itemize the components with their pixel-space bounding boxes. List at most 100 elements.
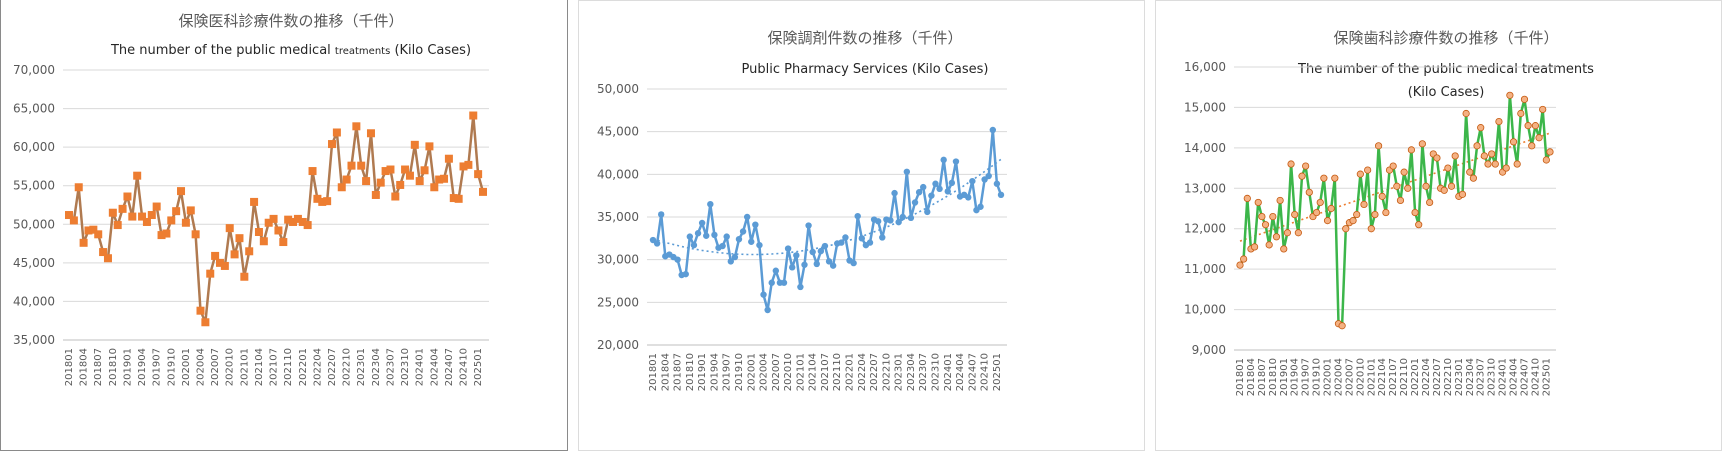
data-point — [177, 187, 186, 196]
data-point — [449, 194, 458, 203]
x-tick-label: 202104 — [1377, 358, 1388, 396]
data-point — [454, 194, 463, 203]
series-line — [652, 128, 1003, 312]
data-point — [735, 235, 743, 243]
data-point — [142, 217, 151, 226]
data-point — [1531, 122, 1540, 130]
data-point — [801, 261, 808, 268]
data-point — [866, 239, 874, 246]
data-point — [352, 122, 361, 131]
data-point — [989, 126, 997, 134]
data-point — [711, 231, 718, 239]
data-point — [118, 204, 127, 213]
data-point — [230, 250, 239, 259]
data-point — [323, 197, 332, 206]
data-point — [386, 165, 395, 174]
data-point — [1323, 217, 1332, 225]
data-point — [69, 216, 78, 225]
data-point — [768, 279, 775, 286]
data-point — [113, 221, 122, 230]
x-tick-label: 202110 — [1399, 358, 1410, 396]
x-tick-label: 202101 — [1366, 358, 1377, 396]
data-point — [211, 251, 220, 260]
data-point — [1396, 196, 1405, 205]
data-point — [1495, 117, 1503, 126]
data-point — [1302, 162, 1310, 170]
x-tick-label: 201810 — [1268, 358, 1279, 396]
data-point — [479, 187, 487, 196]
data-point — [1528, 142, 1536, 150]
x-tick-label: 202301 — [894, 353, 905, 391]
data-point — [1506, 91, 1514, 99]
y-tick-label: 60,000 — [13, 140, 55, 154]
data-point — [1480, 152, 1488, 160]
x-tick-label: 201801 — [648, 353, 659, 391]
x-tick-label: 201804 — [660, 353, 671, 391]
data-point — [1291, 210, 1299, 219]
x-tick-label: 202101 — [239, 348, 250, 386]
x-tick-label: 201807 — [93, 348, 104, 386]
chart-subtitle-line2: (Kilo Cases) — [1408, 85, 1485, 100]
x-tick-label: 201901 — [697, 353, 708, 391]
x-tick-label: 202410 — [980, 353, 991, 391]
data-point — [298, 217, 307, 226]
data-point — [1250, 243, 1259, 251]
x-tick-label: 201907 — [152, 348, 163, 386]
data-point — [727, 258, 734, 265]
x-tick-label: 201904 — [709, 353, 720, 391]
data-point — [1520, 95, 1529, 103]
data-point — [1331, 174, 1339, 182]
x-tick-label: 201904 — [137, 348, 148, 386]
data-point — [969, 177, 976, 185]
data-point — [739, 228, 747, 235]
x-tick-label: 202301 — [1454, 358, 1465, 396]
x-tick-label: 202010 — [1355, 358, 1366, 396]
data-point — [1447, 182, 1456, 190]
x-tick-label: 202310 — [930, 353, 941, 391]
plot-area: 9,000 10,000 11,000 12,000 13,000 14,000 15,00… — [1184, 60, 1556, 396]
data-point — [903, 168, 911, 175]
x-tick-label: 202110 — [832, 353, 843, 391]
x-tick-label: 202210 — [1443, 358, 1454, 396]
x-tick-label: 202407 — [444, 348, 455, 386]
x-tick-label: 202301 — [356, 348, 367, 386]
y-tick-label: 50,000 — [597, 82, 639, 96]
data-point — [74, 183, 83, 192]
data-point — [420, 166, 429, 175]
y-tick-label: 65,000 — [13, 102, 55, 116]
y-tick-label: 35,000 — [597, 210, 639, 224]
data-point — [891, 189, 898, 197]
data-point — [313, 194, 322, 203]
x-tick-label: 201910 — [166, 348, 177, 386]
x-tick-label: 202110 — [283, 348, 294, 386]
x-tick-label: 202207 — [869, 353, 880, 391]
y-tick-label: 45,000 — [13, 256, 55, 270]
data-point — [1364, 166, 1372, 174]
x-tick-label: 202410 — [459, 348, 470, 386]
data-point — [985, 172, 992, 180]
data-point — [366, 129, 375, 138]
x-tick-label: 202201 — [298, 348, 309, 386]
data-point — [764, 306, 771, 314]
x-tick-label: 202204 — [312, 348, 323, 386]
data-point — [1265, 241, 1273, 249]
data-point — [269, 214, 278, 223]
chart-title: 保険歯科診療件数の推移（千件） — [1333, 29, 1558, 47]
data-point — [1389, 162, 1397, 170]
dental-chart: 保険歯科診療件数の推移（千件） The number of the public… — [1184, 29, 1594, 396]
data-point — [1517, 109, 1525, 118]
y-tick-label: 10,000 — [1184, 303, 1226, 317]
x-tick-label: 202404 — [1509, 358, 1520, 396]
data-point — [1469, 174, 1478, 182]
data-point — [1283, 229, 1292, 237]
chart-subtitle-line1: The number of the public medical treatme… — [1297, 62, 1594, 77]
x-tick-label: 202310 — [1487, 358, 1498, 396]
data-point — [1524, 122, 1532, 130]
y-tick-label: 12,000 — [1184, 222, 1226, 236]
data-point — [425, 142, 434, 151]
x-tick-label: 202307 — [1476, 358, 1487, 396]
data-point — [1371, 210, 1379, 219]
data-point — [907, 214, 915, 222]
x-tick-label: 202210 — [342, 348, 353, 386]
data-point — [362, 177, 371, 186]
